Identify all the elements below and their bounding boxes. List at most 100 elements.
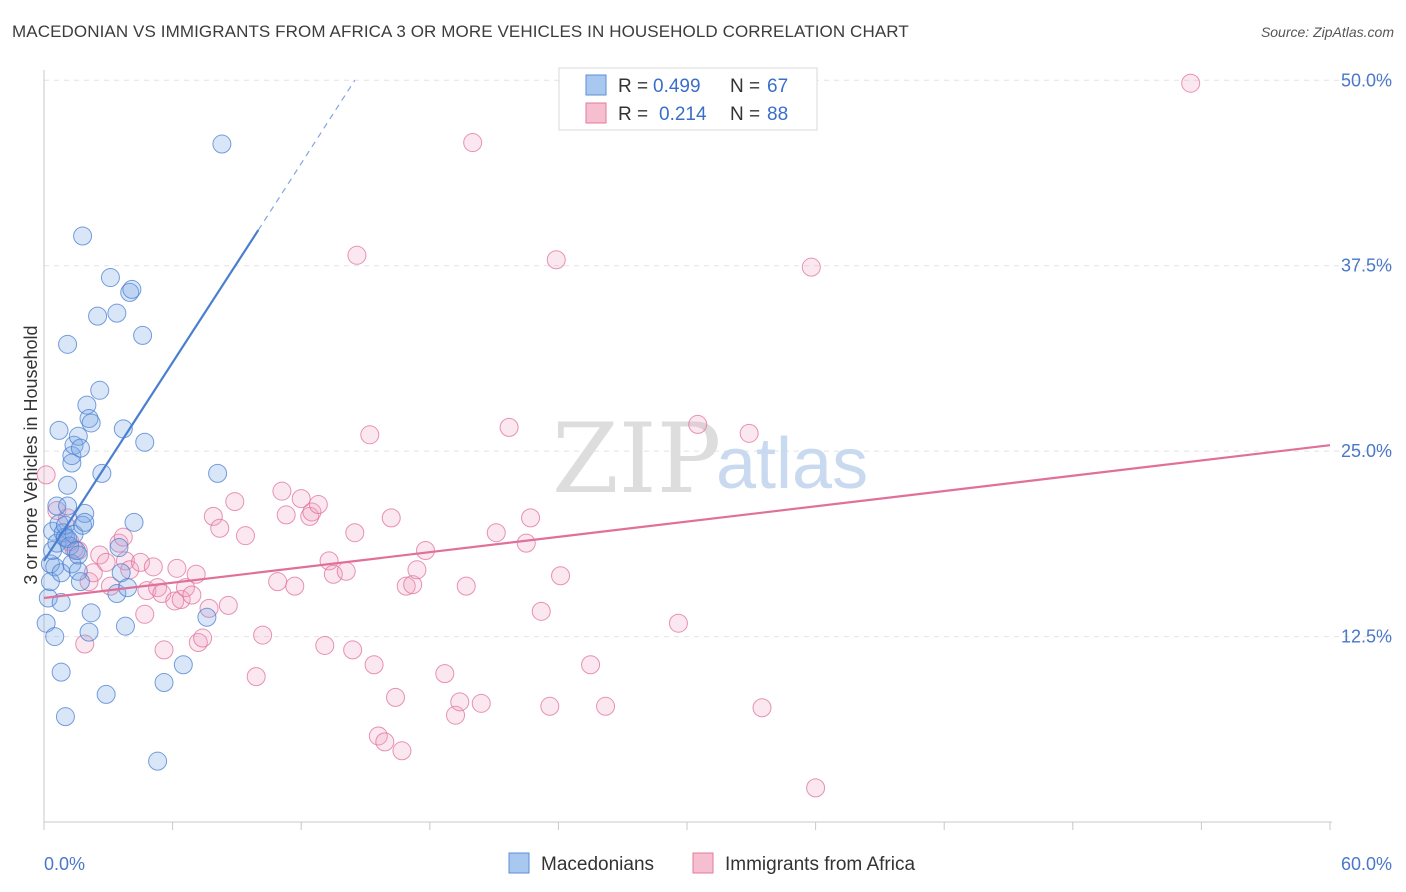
macedonian-point xyxy=(107,303,127,323)
africa-point xyxy=(435,664,455,684)
africa-point xyxy=(36,465,56,485)
africa-point xyxy=(203,506,223,526)
africa-point xyxy=(315,635,335,655)
macedonian-point xyxy=(79,622,99,642)
macedonian-point xyxy=(212,134,232,154)
africa-point xyxy=(375,732,395,752)
macedonian-point xyxy=(100,268,120,288)
africa-point xyxy=(739,423,759,443)
macedonian-point xyxy=(70,572,90,592)
legend-swatch-macedonians xyxy=(585,74,607,96)
macedonian-point xyxy=(154,673,174,693)
macedonian-point xyxy=(58,475,78,495)
axes xyxy=(43,70,1332,823)
africa-point xyxy=(531,601,551,621)
africa-point xyxy=(463,133,483,153)
watermark: ZIP atlas xyxy=(552,403,868,515)
x-tick-labels: 0.0% 60.0% xyxy=(44,854,1392,874)
macedonian-point xyxy=(135,432,155,452)
africa-point xyxy=(96,552,116,572)
africa-point xyxy=(167,558,187,578)
macedonian-point xyxy=(68,545,88,565)
x-tick-label-min: 0.0% xyxy=(44,854,85,874)
africa-point xyxy=(806,778,826,798)
chart-title: MACEDONIAN VS IMMIGRANTS FROM AFRICA 3 O… xyxy=(12,22,909,41)
macedonian-point xyxy=(51,662,71,682)
legend-n-value-2: 88 xyxy=(767,104,788,125)
macedonian-point xyxy=(68,426,88,446)
africa-point xyxy=(551,566,571,586)
africa-point xyxy=(113,527,133,547)
africa-point xyxy=(130,552,150,572)
africa-point xyxy=(392,741,412,761)
africa-point xyxy=(218,595,238,615)
watermark-atlas: atlas xyxy=(716,424,868,504)
africa-trend-line xyxy=(43,444,1331,600)
africa-point xyxy=(246,667,266,687)
africa-point xyxy=(668,613,688,633)
legend-r-value-2: 0.214 xyxy=(659,104,707,125)
africa-point xyxy=(416,541,436,561)
macedonian-point xyxy=(73,226,93,246)
y-tick-label: 12.5% xyxy=(1341,627,1392,647)
macedonian-point xyxy=(45,627,65,647)
africa-point xyxy=(343,640,363,660)
africa-point xyxy=(336,561,356,581)
africa-point xyxy=(182,585,202,605)
y-tick-label: 37.5% xyxy=(1341,256,1392,276)
macedonian-point xyxy=(55,707,75,727)
africa-point xyxy=(171,589,191,609)
bottom-legend: Macedonians Immigrants from Africa xyxy=(508,852,915,875)
macedonian-point xyxy=(36,613,56,633)
bottom-legend-africa: Immigrants from Africa xyxy=(725,854,915,875)
legend: R = 0.499 N = 67 R = 0.214 N = 88 xyxy=(558,67,818,131)
africa-point xyxy=(323,564,343,584)
macedonian-point xyxy=(96,684,116,704)
africa-point xyxy=(276,505,296,525)
africa-point xyxy=(345,523,365,543)
bottom-legend-macedonians: Macedonians xyxy=(541,854,654,875)
africa-point xyxy=(268,572,288,592)
legend-n-label-2: N = xyxy=(730,104,760,125)
macedonian-point xyxy=(173,655,193,675)
africa-point xyxy=(581,655,601,675)
africa-point xyxy=(210,518,230,538)
africa-point xyxy=(360,425,380,445)
africa-point xyxy=(285,576,305,596)
africa-point xyxy=(688,414,708,434)
africa-point xyxy=(407,560,427,580)
africa-point xyxy=(450,692,470,712)
africa-point xyxy=(143,557,163,577)
africa-point xyxy=(175,578,195,598)
africa-point xyxy=(521,508,541,528)
africa-point xyxy=(486,523,506,543)
africa-point xyxy=(225,492,245,512)
macedonian-point xyxy=(90,380,110,400)
legend-n-value-1: 67 xyxy=(767,76,788,97)
x-tick-label-max: 60.0% xyxy=(1341,854,1392,874)
africa-point xyxy=(193,628,213,648)
y-tick-label: 25.0% xyxy=(1341,441,1392,461)
y-tick-labels: 12.5% 25.0% 37.5% 50.0% xyxy=(1341,70,1392,646)
legend-swatch-africa xyxy=(585,102,607,124)
legend-r-label-2: R = xyxy=(618,104,648,125)
legend-n-label-1: N = xyxy=(730,76,760,97)
africa-point xyxy=(386,687,406,707)
africa-point xyxy=(302,502,322,522)
macedonian-point xyxy=(51,592,71,612)
watermark-zip: ZIP xyxy=(552,403,721,515)
africa-point xyxy=(403,575,423,595)
africa-point xyxy=(801,257,821,277)
africa-point xyxy=(596,696,616,716)
macedonian-point xyxy=(115,616,135,636)
africa-point xyxy=(235,526,255,546)
macedonian-point xyxy=(109,538,129,558)
macedonian-trend-extension xyxy=(257,79,356,231)
africa-point xyxy=(135,604,155,624)
africa-point xyxy=(516,533,536,553)
macedonian-point xyxy=(81,603,101,623)
africa-point xyxy=(381,508,401,528)
africa-point xyxy=(540,696,560,716)
africa-point xyxy=(396,576,416,596)
macedonian-point xyxy=(81,413,101,433)
